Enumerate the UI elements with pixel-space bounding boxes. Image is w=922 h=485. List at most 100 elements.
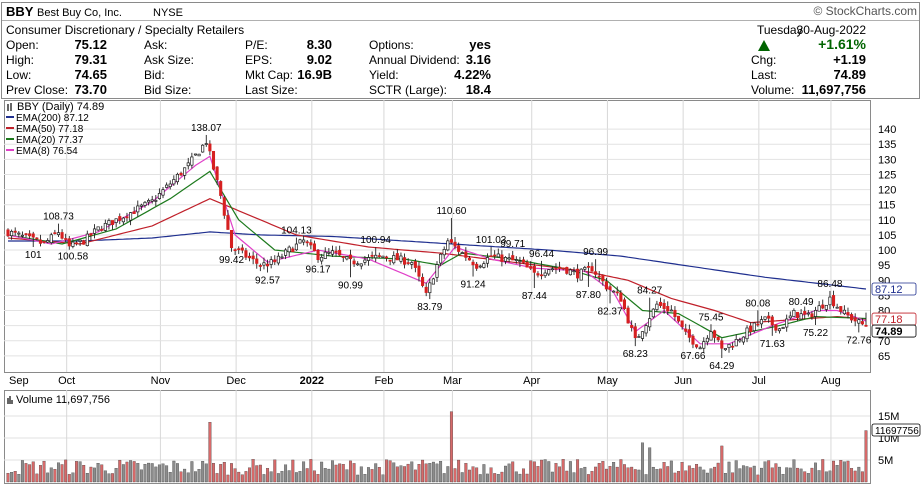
volume-bar	[320, 461, 324, 483]
candle-body	[846, 312, 850, 316]
candle-body	[395, 253, 399, 261]
candle-body	[503, 257, 508, 262]
volume-bar	[518, 473, 522, 483]
candle-body	[565, 266, 569, 274]
candle-body	[305, 241, 309, 244]
candle-body	[193, 153, 198, 156]
candle-body	[850, 314, 854, 321]
candle-body	[601, 274, 605, 282]
price-annotation: 80.08	[745, 298, 770, 309]
volume-bar	[723, 473, 727, 483]
volume-bar	[749, 467, 753, 483]
volume-bar	[233, 468, 237, 483]
candle-body	[709, 331, 713, 341]
volume-bar	[421, 459, 425, 483]
candle-body	[363, 259, 367, 263]
x-tick-label: Oct	[58, 375, 75, 387]
volume-bar	[594, 466, 598, 483]
quote-label: Open:	[6, 38, 39, 52]
volume-bar	[817, 470, 821, 483]
volume-bar	[244, 471, 248, 483]
volume-bar	[572, 472, 576, 483]
volume-bar	[161, 463, 165, 483]
candle-body	[13, 230, 17, 233]
candle-body	[482, 263, 486, 268]
candle-body	[532, 265, 536, 273]
candle-body	[857, 319, 861, 324]
volume-bar	[460, 472, 464, 483]
volume-bar	[215, 473, 219, 483]
volume-bar	[273, 459, 277, 483]
candle-body	[521, 259, 526, 263]
attribution-text: © StockCharts.com	[813, 4, 917, 18]
candle-body	[720, 340, 724, 349]
y-tick-label: 105	[878, 230, 896, 242]
price-annotation: 91.24	[461, 280, 486, 291]
candle-body	[74, 242, 79, 245]
x-tick-label: Feb	[374, 375, 393, 387]
volume-bar	[212, 463, 215, 483]
candle-body	[96, 226, 100, 231]
volume-bar	[367, 467, 370, 483]
volume-bar	[586, 474, 590, 483]
candle-body	[464, 251, 468, 258]
price-panel	[4, 100, 871, 373]
volume-bar	[165, 465, 169, 483]
volume-bar	[738, 468, 742, 483]
candle-body	[774, 324, 778, 331]
candle-body	[222, 197, 226, 216]
volume-bar	[276, 473, 280, 483]
volume-bar	[312, 470, 316, 483]
candle-body	[695, 344, 699, 348]
last-volume-label: 11697756	[875, 426, 919, 437]
volume-bar	[637, 469, 641, 483]
volume-bar	[691, 468, 695, 483]
candle-body	[716, 336, 720, 341]
volume-bar	[298, 471, 302, 483]
volume-bar	[190, 461, 194, 483]
candle-body	[103, 223, 107, 231]
y-tick-label: 115	[878, 200, 896, 212]
candle-body	[284, 249, 288, 256]
volume-bar	[478, 474, 482, 483]
price-annotation: 110.60	[436, 206, 466, 217]
x-tick-label: 2022	[300, 375, 324, 387]
volume-bar	[363, 474, 367, 483]
volume-bar	[623, 464, 626, 483]
candle-body	[835, 306, 839, 309]
quote-label: EPS:	[245, 53, 272, 67]
price-annotation: 96.44	[529, 249, 554, 260]
volume-bar	[431, 461, 435, 483]
price-annotation: 96.99	[583, 247, 608, 258]
x-tick-label: Mar	[443, 375, 462, 387]
volume-bar	[727, 461, 731, 483]
candle-body	[118, 216, 122, 221]
volume-bar	[507, 463, 511, 483]
candle-body	[341, 256, 345, 258]
volume-bar	[608, 466, 612, 483]
volume-bar	[381, 474, 385, 483]
candle-body	[147, 200, 151, 203]
candle-body	[687, 329, 691, 338]
candle-body	[287, 246, 291, 253]
volume-bar	[201, 461, 205, 483]
volume-bar	[111, 473, 114, 483]
volume-bar	[835, 465, 839, 483]
volume-bar	[143, 463, 147, 483]
volume-bar	[392, 462, 396, 483]
candle-body	[154, 200, 158, 202]
candle-body	[381, 255, 385, 258]
candle-body	[619, 292, 623, 302]
candle-body	[666, 306, 670, 312]
volume-bar	[294, 472, 298, 483]
volume-bar	[345, 469, 349, 483]
volume-bar	[410, 461, 414, 483]
candle-body	[330, 250, 335, 255]
candle-body	[92, 228, 97, 234]
volume-bar	[172, 460, 176, 483]
quote-value: 16.9B	[297, 67, 332, 82]
volume-bar	[219, 464, 223, 483]
volume-bar	[67, 474, 71, 483]
volume-bar	[597, 463, 601, 483]
volume-bar	[842, 461, 846, 483]
